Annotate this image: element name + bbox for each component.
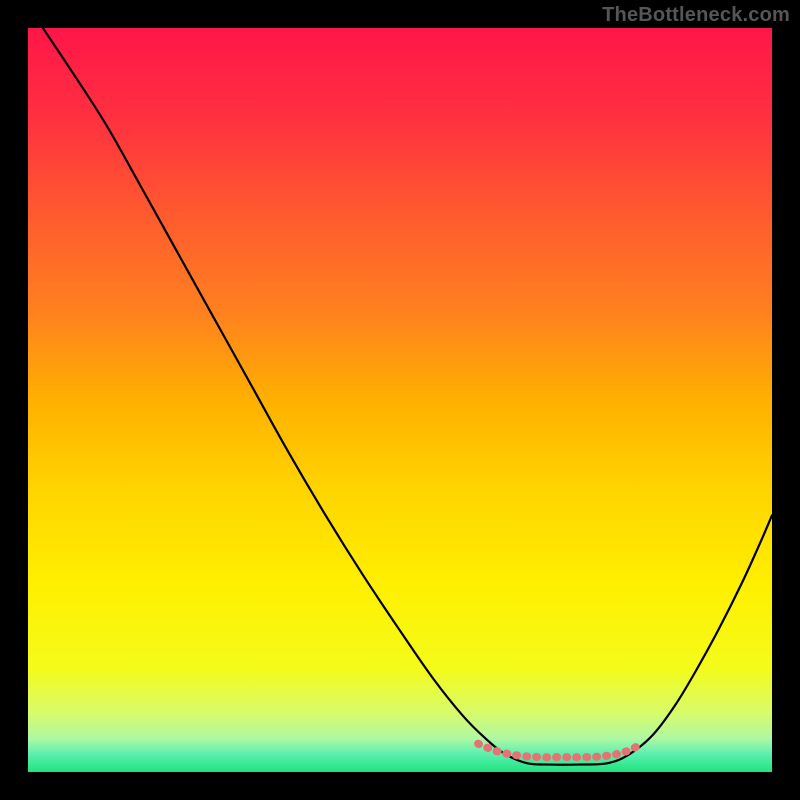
chart-frame: TheBottleneck.com <box>0 0 800 800</box>
plot-area <box>28 28 772 772</box>
watermark-text: TheBottleneck.com <box>602 4 790 27</box>
